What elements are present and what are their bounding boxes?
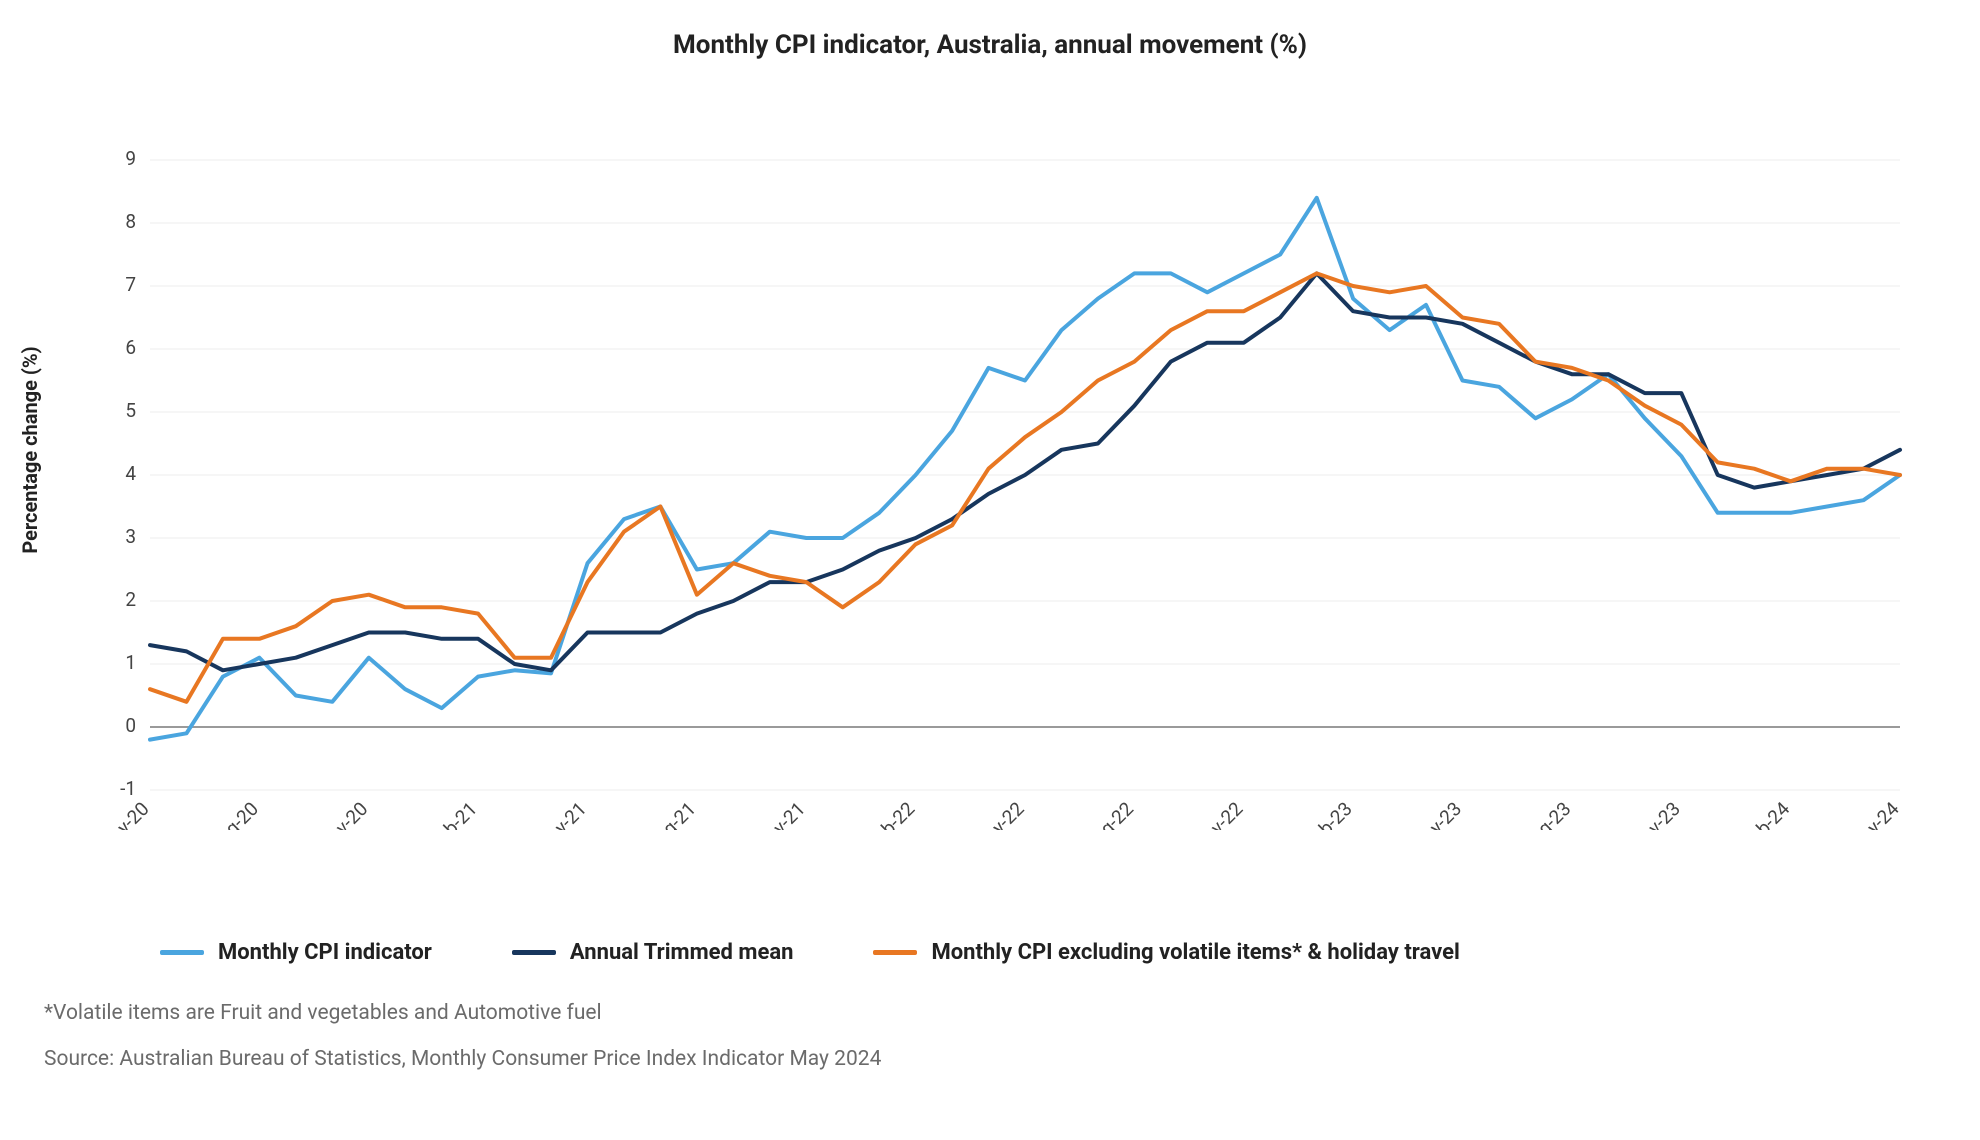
svg-text:Aug-22: Aug-22 [1079, 797, 1138, 830]
legend-swatch [873, 950, 917, 955]
svg-text:May-20: May-20 [93, 797, 153, 830]
svg-text:4: 4 [125, 462, 136, 485]
legend-item-cpi: Monthly CPI indicator [160, 940, 432, 965]
svg-text:1: 1 [125, 651, 136, 674]
legend-item-excl: Monthly CPI excluding volatile items* & … [873, 940, 1459, 965]
svg-text:May-21: May-21 [531, 797, 591, 830]
svg-text:6: 6 [125, 336, 136, 359]
source-line: Source: Australian Bureau of Statistics,… [44, 1047, 1940, 1071]
svg-text:5: 5 [125, 399, 136, 422]
svg-text:8: 8 [125, 210, 136, 233]
svg-text:Aug-21: Aug-21 [642, 797, 701, 830]
svg-text:0: 0 [125, 714, 136, 737]
svg-text:Nov-23: Nov-23 [1626, 797, 1685, 830]
svg-text:7: 7 [125, 273, 136, 296]
footnote: *Volatile items are Fruit and vegetables… [44, 1001, 1940, 1025]
svg-text:Feb-22: Feb-22 [862, 797, 919, 830]
svg-text:May-23: May-23 [1406, 797, 1466, 830]
svg-text:-1: -1 [120, 777, 136, 800]
svg-text:Feb-24: Feb-24 [1737, 797, 1794, 830]
svg-text:Feb-23: Feb-23 [1300, 797, 1357, 830]
svg-text:2: 2 [125, 588, 136, 611]
svg-text:Nov-21: Nov-21 [751, 797, 810, 830]
svg-text:9: 9 [125, 147, 136, 170]
chart-title: Monthly CPI indicator, Australia, annual… [40, 30, 1940, 60]
svg-text:Aug-23: Aug-23 [1517, 797, 1576, 830]
y-axis-label: Percentage change (%) [18, 346, 42, 553]
chart-area: Percentage change (%) -10123456789May-20… [40, 70, 1940, 830]
legend-label: Monthly CPI excluding volatile items* & … [931, 940, 1459, 965]
svg-text:3: 3 [125, 525, 136, 548]
legend-swatch [512, 950, 556, 955]
legend-label: Annual Trimmed mean [570, 940, 794, 965]
svg-text:Feb-21: Feb-21 [425, 797, 482, 830]
svg-text:Nov-20: Nov-20 [314, 797, 373, 830]
svg-text:May-22: May-22 [968, 797, 1028, 830]
legend: Monthly CPI indicator Annual Trimmed mea… [40, 940, 1940, 965]
svg-text:Aug-20: Aug-20 [204, 797, 263, 830]
svg-text:Nov-22: Nov-22 [1189, 797, 1248, 830]
svg-text:May-24: May-24 [1843, 797, 1904, 830]
legend-label: Monthly CPI indicator [218, 940, 432, 965]
legend-swatch [160, 950, 204, 955]
chart-svg: -1 0 1 2 3 4 5 6 7 8 9 May-20 Aug-20 Nov-20 Feb-21 May-… [40, 70, 1940, 830]
legend-item-trimmed: Annual Trimmed mean [512, 940, 794, 965]
